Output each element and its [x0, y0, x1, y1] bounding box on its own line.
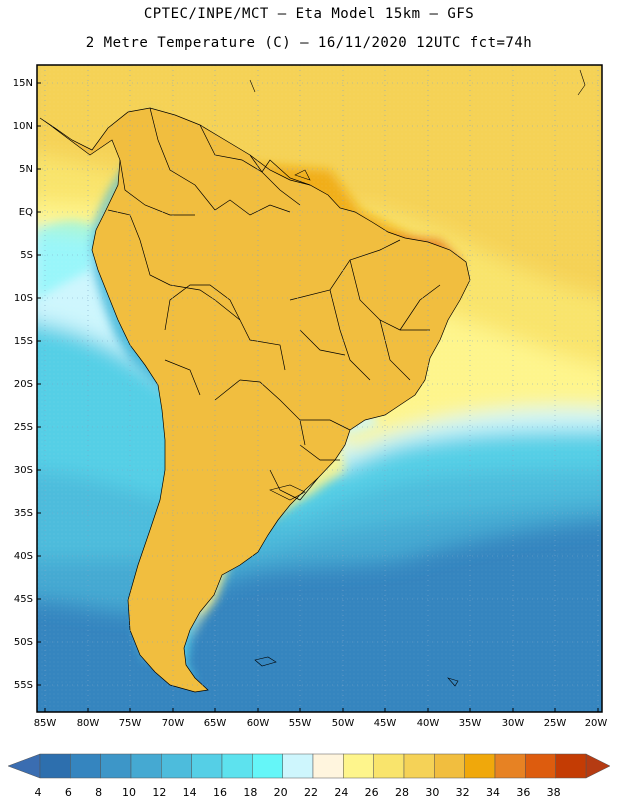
- map-frame: [36, 64, 603, 713]
- lat-label: 5N: [19, 164, 33, 175]
- colorbar-label: 38: [547, 786, 561, 799]
- lat-label: 25S: [14, 422, 33, 433]
- colorbar-swatch: [39, 753, 71, 779]
- colorbar-swatch: [191, 753, 223, 779]
- colorbar-label: 34: [486, 786, 500, 799]
- colorbar-swatch: [282, 753, 314, 779]
- lat-label: 15S: [14, 336, 33, 347]
- lat-label: 50S: [14, 637, 33, 648]
- colorbar-swatch: [70, 753, 101, 779]
- lon-label: 75W: [119, 718, 142, 729]
- lat-label: 40S: [14, 551, 33, 562]
- colorbar-label: 4: [35, 786, 42, 799]
- colorbar-label: 20: [274, 786, 288, 799]
- colorbar-label: 10: [122, 786, 136, 799]
- lon-label: 50W: [332, 718, 355, 729]
- islands: [249, 69, 586, 687]
- lon-label: 80W: [77, 718, 100, 729]
- lat-label: 35S: [14, 508, 33, 519]
- colorbar-label: 32: [456, 786, 470, 799]
- lat-label: 20S: [14, 379, 33, 390]
- colorbar-swatch: [252, 753, 283, 779]
- lat-label: 30S: [14, 465, 33, 476]
- colorbar-swatch: [555, 753, 587, 779]
- lat-label: 10S: [14, 293, 33, 304]
- colorbar-swatch: [161, 753, 192, 779]
- map-subtitle: 2 Metre Temperature (C) – 16/11/2020 12U…: [85, 35, 533, 51]
- colorbar-swatch: [343, 753, 374, 779]
- lon-label: 35W: [459, 718, 482, 729]
- colorbar-label: 8: [95, 786, 102, 799]
- colorbar-swatch: [130, 753, 162, 779]
- colorbar-label: 6: [65, 786, 72, 799]
- colorbar-high-arrow: [585, 753, 611, 779]
- lon-label: 85W: [34, 718, 57, 729]
- lat-label: 5S: [20, 250, 33, 261]
- colorbar-swatch: [221, 753, 253, 779]
- colorbar: 4 6 8 10 12 14 16 18 20 22 24 26 28 30 32 34 36 38: [7, 753, 611, 799]
- map-title: CPTEC/INPE/MCT – Eta Model 15km – GFS: [143, 6, 475, 22]
- lat-label: 55S: [14, 680, 33, 691]
- lat-label: EQ: [19, 207, 33, 218]
- colorbar-label: 14: [183, 786, 197, 799]
- lon-label: 25W: [544, 718, 567, 729]
- map-field: [37, 65, 602, 712]
- colorbar-label: 26: [365, 786, 379, 799]
- colorbar-swatch: [525, 753, 556, 779]
- latitude-axis: 15N 10N 5N EQ 5S 10S 15S 20S 25S 30S 35S…: [13, 78, 41, 691]
- colorbar-swatch: [403, 753, 435, 779]
- colorbar-label: 18: [243, 786, 257, 799]
- colorbar-swatch: [434, 753, 465, 779]
- lon-label: 30W: [502, 718, 525, 729]
- colorbar-low-arrow: [7, 753, 41, 779]
- lon-label: 45W: [374, 718, 397, 729]
- colorbar-label: 36: [516, 786, 530, 799]
- colorbar-label: 24: [334, 786, 348, 799]
- lat-label: 10N: [13, 121, 33, 132]
- longitude-axis: 85W 80W 75W 70W 65W 60W 55W 50W 45W 40W …: [34, 708, 608, 729]
- colorbar-swatch: [494, 753, 526, 779]
- lon-label: 70W: [162, 718, 185, 729]
- lon-label: 60W: [247, 718, 270, 729]
- lon-label: 40W: [417, 718, 440, 729]
- lat-label: 15N: [13, 78, 33, 89]
- lon-label: 55W: [289, 718, 312, 729]
- colorbar-swatch: [100, 753, 132, 779]
- colorbar-swatch: [312, 753, 344, 779]
- colorbar-label: 16: [213, 786, 227, 799]
- colorbar-swatch: [464, 753, 496, 779]
- colorbar-label: 12: [152, 786, 166, 799]
- colorbar-label: 30: [425, 786, 439, 799]
- lon-label: 65W: [204, 718, 227, 729]
- graticule: [37, 65, 602, 712]
- colorbar-label: 28: [395, 786, 409, 799]
- lon-label: 20W: [585, 718, 608, 729]
- colorbar-swatch: [373, 753, 405, 779]
- lat-label: 45S: [14, 594, 33, 605]
- colorbar-label: 22: [304, 786, 318, 799]
